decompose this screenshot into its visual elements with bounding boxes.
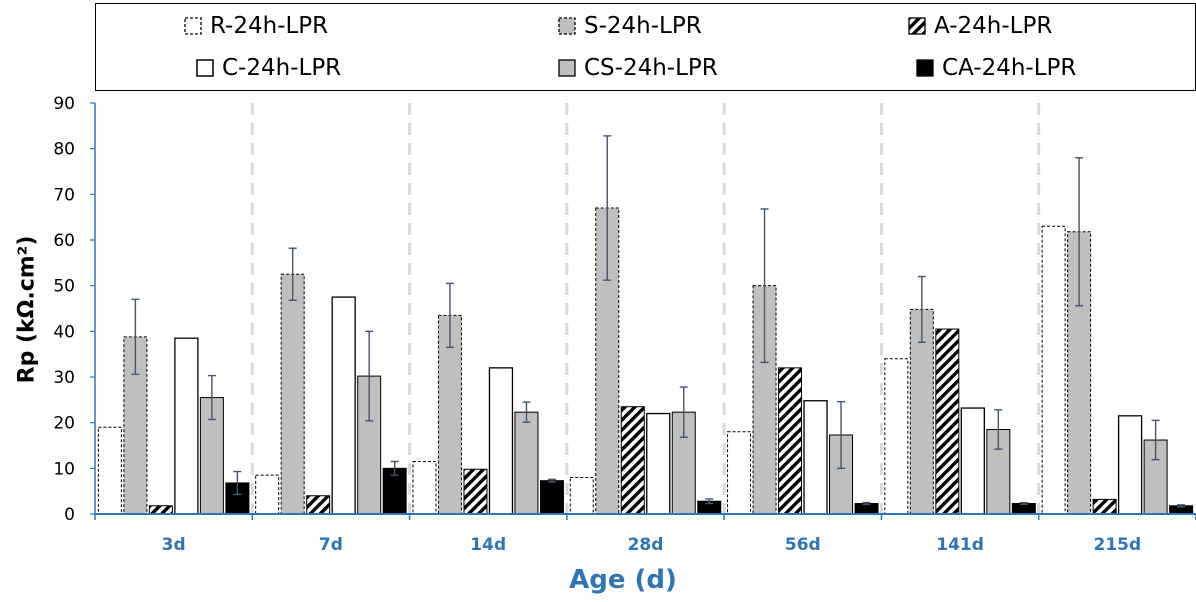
y-tick-label: 40	[53, 322, 75, 342]
bar-a-24h-lpr-28d	[620, 406, 645, 515]
x-tick-label: 141d	[936, 535, 984, 555]
axes-group	[90, 102, 1196, 520]
bar-ca-24h-lpr-14d	[539, 480, 564, 515]
legend-item-ca: CA-24h-LPR	[916, 53, 1076, 83]
bar-c-24h-lpr-28d	[646, 412, 671, 515]
x-tick-label: 7d	[319, 535, 343, 555]
bar-c-24h-lpr-14d	[488, 367, 514, 515]
bar-r-24h-lpr-7d	[255, 474, 280, 515]
bar-c-24h-lpr-7d	[331, 296, 356, 515]
legend-swatch-c	[196, 59, 214, 77]
y-tick-labels: 0 10 20 30 40 50 60 70 80 90	[53, 94, 75, 525]
legend-label-c: C-24h-LPR	[222, 55, 342, 81]
x-tick-label: 215d	[1094, 535, 1142, 555]
y-tick-label: 0	[64, 505, 75, 525]
bar-cs-24h-lpr-14d	[514, 411, 539, 515]
legend-item-r: R-24h-LPR	[184, 11, 328, 41]
y-tick-label: 20	[53, 414, 75, 434]
legend-item-cs: CS-24h-LPR	[558, 53, 718, 83]
bar-r-24h-lpr-141d	[884, 358, 909, 515]
bar-c-24h-lpr-56d	[803, 400, 828, 515]
legend-swatch-s	[558, 17, 576, 35]
bar-r-24h-lpr-14d	[412, 460, 437, 515]
bar-a-24h-lpr-7d	[306, 495, 331, 515]
bar-c-24h-lpr-141d	[960, 407, 985, 515]
x-axis-title: Age (d)	[569, 565, 677, 595]
legend-label-s: S-24h-LPR	[584, 13, 702, 39]
bar-a-24h-lpr-3d	[148, 505, 173, 515]
x-tick-label: 56d	[785, 535, 821, 555]
legend: R-24h-LPR S-24h-LPR A-24h-LPR C-24h-LPR …	[95, 3, 1196, 91]
legend-swatch-cs	[558, 59, 576, 77]
y-tick-label: 30	[53, 368, 75, 388]
bar-r-24h-lpr-215d	[1041, 225, 1066, 515]
y-tick-label: 10	[53, 459, 75, 479]
y-tick-label: 50	[53, 277, 75, 297]
y-tick-label: 80	[53, 140, 75, 160]
y-tick-label: 60	[53, 231, 75, 251]
legend-item-a: A-24h-LPR	[908, 11, 1052, 41]
x-tick-label: 28d	[628, 535, 664, 555]
y-tick-label: 70	[53, 185, 75, 205]
bar-a-24h-lpr-56d	[778, 367, 803, 515]
legend-swatch-ca	[916, 59, 934, 77]
category-separators	[250, 103, 1041, 514]
bars-group	[97, 207, 1194, 515]
y-axis-title: Rp (kΩ.cm²)	[14, 235, 40, 384]
legend-label-ca: CA-24h-LPR	[942, 55, 1077, 81]
bar-r-24h-lpr-56d	[727, 431, 752, 515]
bar-r-24h-lpr-28d	[569, 476, 594, 515]
x-tick-label: 3d	[162, 535, 186, 555]
bar-a-24h-lpr-215d	[1092, 498, 1117, 515]
x-tick-label: 14d	[470, 535, 506, 555]
legend-label-r: R-24h-LPR	[210, 13, 329, 39]
legend-item-c: C-24h-LPR	[196, 53, 341, 83]
legend-item-s: S-24h-LPR	[558, 11, 702, 41]
y-tick-label: 90	[53, 94, 75, 114]
bar-c-24h-lpr-3d	[174, 337, 199, 515]
bar-a-24h-lpr-14d	[463, 468, 488, 515]
bar-s-24h-lpr-7d	[280, 273, 305, 515]
bar-c-24h-lpr-215d	[1117, 415, 1143, 515]
bar-r-24h-lpr-3d	[97, 426, 122, 515]
legend-swatch-a	[908, 17, 926, 35]
x-tick-labels: 3d 7d 14d 28d 56d 141d 215d	[162, 535, 1142, 555]
legend-label-a: A-24h-LPR	[934, 13, 1053, 39]
legend-label-cs: CS-24h-LPR	[584, 55, 718, 81]
legend-swatch-r	[184, 17, 202, 35]
error-bars-group	[131, 135, 1186, 508]
bar-a-24h-lpr-141d	[935, 328, 960, 515]
